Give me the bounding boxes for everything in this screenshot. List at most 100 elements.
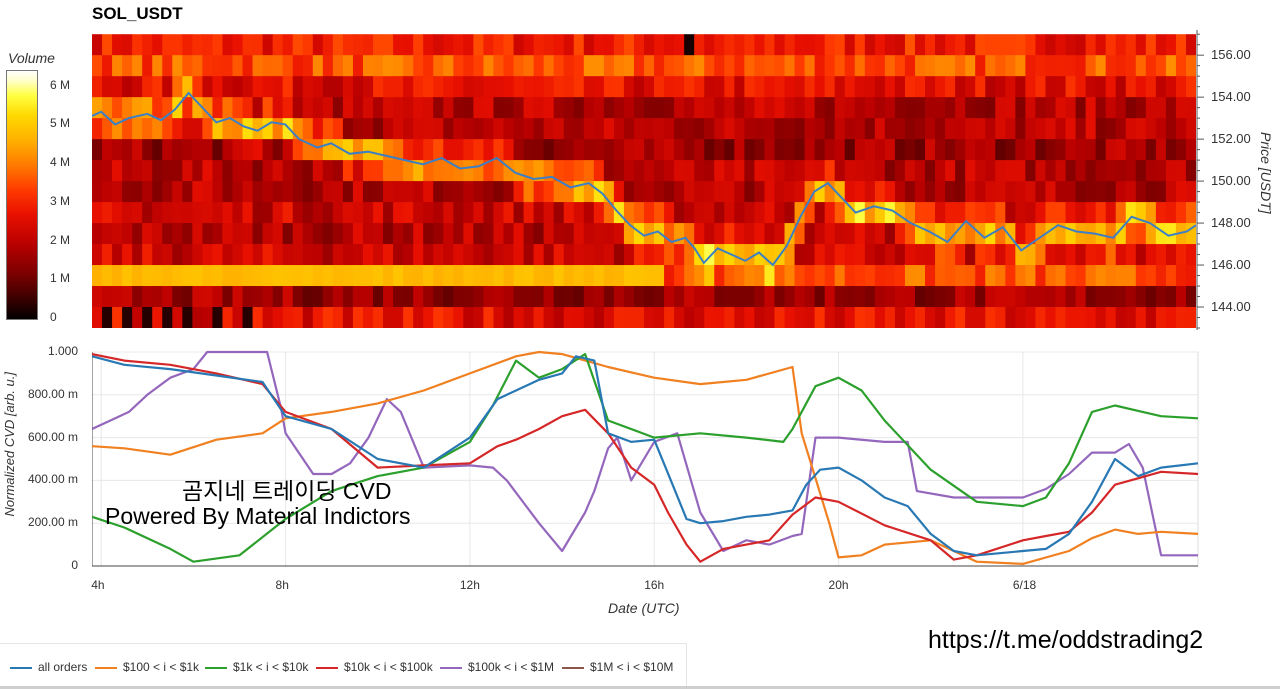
heatmap-cell [1145,97,1157,119]
heatmap-cell [1105,118,1117,140]
legend-item[interactable]: $10k < i < $100k [316,660,433,674]
heatmap-cell [804,76,816,98]
heatmap-cell [443,97,454,119]
heatmap-cell [764,97,776,119]
heatmap-cell [603,118,615,140]
heatmap-cell [282,265,294,287]
heatmap-cell [523,181,535,203]
heatmap-cell [433,307,444,328]
legend-label: $1k < i < $10k [233,660,309,674]
heatmap-cell [995,160,1006,182]
legend-item[interactable]: $100 < i < $1k [95,660,199,674]
heatmap-panel[interactable] [92,30,1196,328]
heatmap-cell [724,223,735,245]
heatmap-cell [794,160,806,182]
legend-swatch [95,666,117,669]
heatmap-cell [1185,223,1196,245]
heatmap-cell [212,181,224,203]
heatmap-cell [644,118,655,140]
heatmap-cell [423,97,434,119]
heatmap-cell [212,265,224,287]
heatmap-cell [232,76,244,98]
heatmap-cell [1125,118,1137,140]
heatmap-cell [965,160,976,182]
heatmap-cell [1095,139,1107,161]
heatmap-cell [122,160,133,182]
heatmap-cell [1135,307,1147,328]
heatmap-cell [784,265,796,287]
heatmap-cell [724,307,735,328]
heatmap-cell [362,181,374,203]
legend-item[interactable]: $100k < i < $1M [440,660,554,674]
heatmap-cell [1085,97,1097,119]
heatmap-cell [162,139,173,161]
heatmap-cell [784,181,796,203]
heatmap-cell [1135,139,1147,161]
heatmap-cell [573,118,585,140]
heatmap-cell [774,118,786,140]
colorbar-tick-label: 3 M [50,193,71,208]
heatmap-cell [864,265,876,287]
heatmap-cell [784,97,796,119]
heatmap-cell [774,307,786,328]
heatmap-cell [232,160,244,182]
heatmap-cell [212,160,224,182]
heatmap-cell [473,160,485,182]
heatmap-cell [182,307,193,328]
heatmap-cell [553,202,565,224]
heatmap-cell [553,286,565,308]
heatmap-cell [553,55,565,77]
heatmap-cell [102,223,113,245]
heatmap-cell [533,55,545,77]
heatmap-cell [202,202,214,224]
heatmap-cell [1095,55,1107,77]
heatmap-cell [292,160,304,182]
heatmap-cell [453,286,464,308]
heatmap-cell [935,118,946,140]
heatmap-cell [714,181,725,203]
heatmap-cell [292,181,304,203]
heatmap-cell [754,34,766,56]
heatmap-cell [1005,202,1016,224]
heatmap-cell [332,76,344,98]
heatmap-cell [603,97,615,119]
heatmap-cell [603,244,615,266]
colorbar-tick-label: 5 M [50,116,71,131]
cvd-plot[interactable] [92,345,1202,575]
heatmap-cell [904,139,916,161]
telegram-link[interactable]: https://t.me/oddstrading2 [928,626,1204,654]
heatmap-cell [664,118,675,140]
colorbar-tick-label: 0 [50,310,57,324]
heatmap-cell [112,244,123,266]
heatmap-cell [212,118,224,140]
heatmap-cell [403,139,414,161]
heatmap-cell [1055,244,1067,266]
heatmap-cell [633,181,645,203]
heatmap-cell [613,118,625,140]
legend-item[interactable]: $1k < i < $10k [205,660,308,674]
heatmap-cell [242,118,254,140]
legend-item[interactable]: $1M < i < $10M [562,660,673,674]
cvd-y-tick-label: 0 [71,558,78,572]
heatmap-cell [122,223,133,245]
heatmap-cell [342,118,354,140]
heatmap-cell [292,55,304,77]
heatmap-cell [453,97,464,119]
heatmap-cell [553,160,565,182]
heatmap-cell [945,55,956,77]
heatmap-cell [533,139,545,161]
heatmap-cell [674,34,685,56]
heatmap-cell [312,265,324,287]
heatmap-cell [132,97,143,119]
heatmap-cell [1165,244,1177,266]
heatmap-cell [593,76,605,98]
legend-item[interactable]: all orders [10,660,87,674]
heatmap-cell [704,139,715,161]
heatmap-cell [102,181,113,203]
heatmap-cell [473,76,485,98]
heatmap-cell [794,55,806,77]
heatmap-cell [1155,97,1167,119]
heatmap-cell [433,265,444,287]
heatmap-cell [1075,97,1087,119]
heatmap-svg[interactable] [92,30,1196,328]
